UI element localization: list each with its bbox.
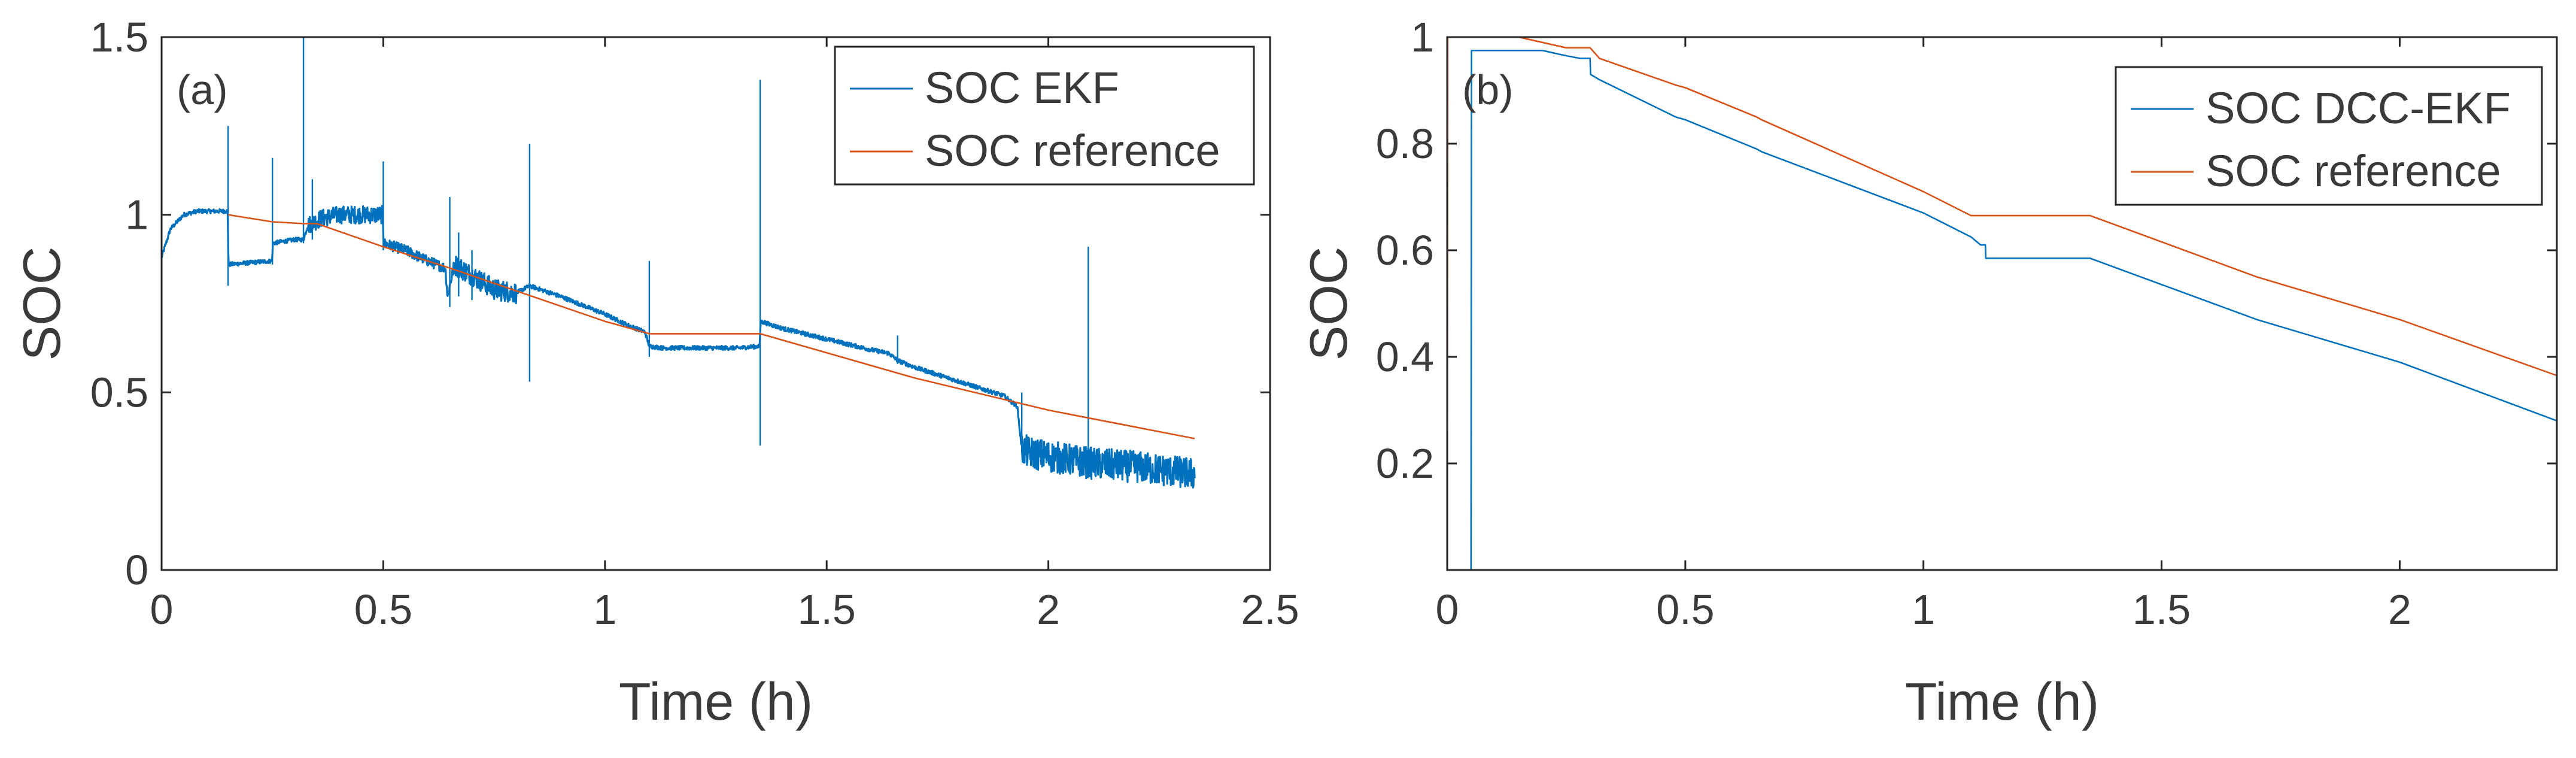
- panel-label: (b): [1462, 66, 1514, 113]
- y-tick-label: 0.2: [1376, 440, 1434, 487]
- x-tick-label: 2: [2388, 586, 2411, 633]
- series-soc-reference: [227, 214, 1195, 439]
- y-tick-label: 0.5: [90, 369, 148, 416]
- plot-frame: [160, 36, 1271, 571]
- legend-box: [834, 46, 1255, 186]
- chart-panel-b: 0 0.5 1 1.5 2 0.2 0.4 0.6 0.8 1 Time (h) SOC (b) SOC …: [1299, 14, 2558, 731]
- y-tick-label: 1: [125, 192, 148, 238]
- series-line: [1470, 50, 2557, 570]
- legend-box: [2115, 66, 2543, 206]
- legend-entry: SOC reference: [2206, 146, 2501, 196]
- x-tick-label: 1.5: [798, 586, 856, 633]
- series-soc-ekf: [162, 37, 1196, 489]
- y-tick-label: 0.8: [1376, 120, 1434, 167]
- x-tick-label: 0.5: [354, 586, 412, 633]
- legend-entry: SOC DCC-EKF: [2206, 83, 2511, 133]
- series-line: [1447, 37, 2557, 570]
- y-axis-label: SOC: [1299, 247, 1358, 361]
- x-tick-label: 1: [1912, 586, 1935, 633]
- y-tick-label: 0.4: [1376, 333, 1434, 380]
- chart-panel-a: 0 0.5 1 1.5 2 2.5 0 0.5 1 1.5 Time (h) SOC (a) SOC EK…: [12, 14, 1299, 731]
- y-axis-label: SOC: [12, 247, 71, 361]
- legend: SOC DCC-EKF SOC reference: [2115, 66, 2543, 206]
- y-tick-label: 1.5: [90, 14, 148, 60]
- series-line: [162, 205, 1196, 489]
- x-tick-label: 1: [593, 586, 616, 633]
- series-soc-reference: [1447, 37, 2557, 570]
- x-tick-label: 0.5: [1656, 586, 1714, 633]
- x-axis-label: Time (h): [1905, 672, 2099, 731]
- x-tick-label: 2: [1037, 586, 1060, 633]
- panel-label: (a): [177, 66, 228, 113]
- x-tick-label: 1.5: [2133, 586, 2191, 633]
- y-tick-label: 0.6: [1376, 227, 1434, 274]
- plot-frame: [1446, 36, 2558, 571]
- x-tick-label: 2.5: [1241, 586, 1299, 633]
- x-tick-label: 0: [150, 586, 174, 633]
- legend-entry: SOC reference: [925, 126, 1220, 175]
- x-tick-label: 0: [1436, 586, 1459, 633]
- series-soc-dcc-ekf: [1470, 50, 2557, 570]
- series-line: [227, 214, 1195, 439]
- y-tick-label: 1: [1411, 14, 1434, 60]
- legend-entry: SOC EKF: [925, 63, 1119, 113]
- x-axis-label: Time (h): [619, 672, 813, 731]
- y-tick-label: 0: [125, 547, 148, 593]
- legend: SOC EKF SOC reference: [834, 46, 1255, 186]
